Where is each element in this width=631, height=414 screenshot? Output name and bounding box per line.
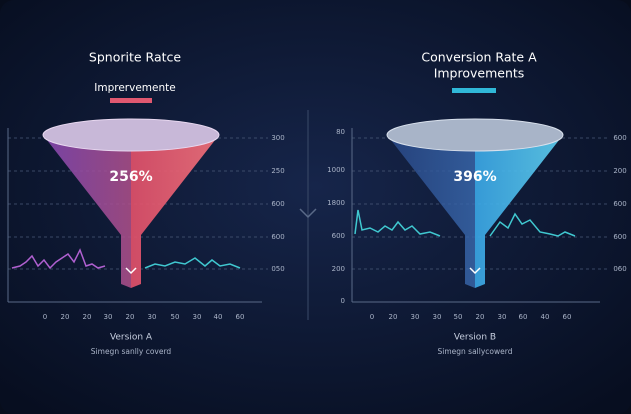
y-tick-label: 600 <box>613 200 626 208</box>
sparkline <box>354 209 441 237</box>
panel-title: Improvements <box>434 66 525 81</box>
y-tick-label: 200 <box>613 167 626 175</box>
sparkline <box>11 248 106 270</box>
y-tick-label: 600 <box>332 232 345 240</box>
panel-subtitle: Imprervemente <box>94 82 175 94</box>
x-tick-label: 20 <box>126 313 135 321</box>
y-tick-label: 300 <box>271 134 284 142</box>
x-tick-label: 30 <box>411 313 420 321</box>
y-tick-label: 200 <box>332 265 345 273</box>
x-tick-label: 30 <box>104 313 113 321</box>
funnel-value: 396% <box>453 169 496 185</box>
y-tick-label: 600 <box>613 134 626 142</box>
panel-title: Spnorite Ratce <box>89 50 181 65</box>
sparkline <box>489 212 576 237</box>
y-tick-label: 050 <box>271 265 284 273</box>
caption-note: Simegn sanlly coverd <box>91 347 172 356</box>
x-tick-label: 40 <box>214 313 223 321</box>
y-tick-label: 600 <box>271 200 284 208</box>
y-tick-label: 600 <box>613 233 626 241</box>
funnel-chevron <box>125 267 137 275</box>
funnel-left-half <box>43 135 131 288</box>
y-tick-label: 250 <box>271 167 284 175</box>
funnel-right-half <box>475 135 563 288</box>
divider-chevron <box>299 208 317 219</box>
caption-note: Simegn sallycowerd <box>438 347 513 356</box>
x-tick-label: 60 <box>563 313 572 321</box>
x-tick-label: 20 <box>83 313 92 321</box>
x-tick-label: 50 <box>171 313 180 321</box>
y-tick-label: 80 <box>336 128 345 136</box>
x-tick-label: 60 <box>519 313 528 321</box>
funnel-right-half <box>131 135 219 288</box>
x-tick-label: 50 <box>454 313 463 321</box>
subtitle-bar <box>452 88 496 93</box>
x-tick-label: 20 <box>476 313 485 321</box>
x-tick-label: 40 <box>541 313 550 321</box>
x-tick-label: 30 <box>193 313 202 321</box>
x-tick-label: 20 <box>389 313 398 321</box>
y-tick-label: 1800 <box>327 199 345 207</box>
x-tick-label: 30 <box>498 313 507 321</box>
x-tick-label: 0 <box>370 313 374 321</box>
funnel-chevron <box>469 267 481 275</box>
funnel-rim <box>386 118 564 152</box>
funnel-left-half <box>387 135 475 288</box>
subtitle-bar <box>110 98 152 103</box>
y-tick-label: 060 <box>613 265 626 273</box>
y-tick-label: 1000 <box>327 166 345 174</box>
x-tick-label: 0 <box>43 313 47 321</box>
sparkline <box>144 257 241 269</box>
caption: Version B <box>454 333 496 343</box>
funnel-value: 256% <box>109 169 152 185</box>
x-tick-label: 30 <box>148 313 157 321</box>
caption: Version A <box>110 333 153 343</box>
y-tick-label: 0 <box>341 297 345 305</box>
funnel-rim <box>42 118 220 152</box>
x-tick-label: 60 <box>236 313 245 321</box>
panel-title: Conversion Rate A <box>421 50 537 65</box>
y-tick-label: 600 <box>271 233 284 241</box>
x-tick-label: 30 <box>433 313 442 321</box>
x-tick-label: 20 <box>61 313 70 321</box>
